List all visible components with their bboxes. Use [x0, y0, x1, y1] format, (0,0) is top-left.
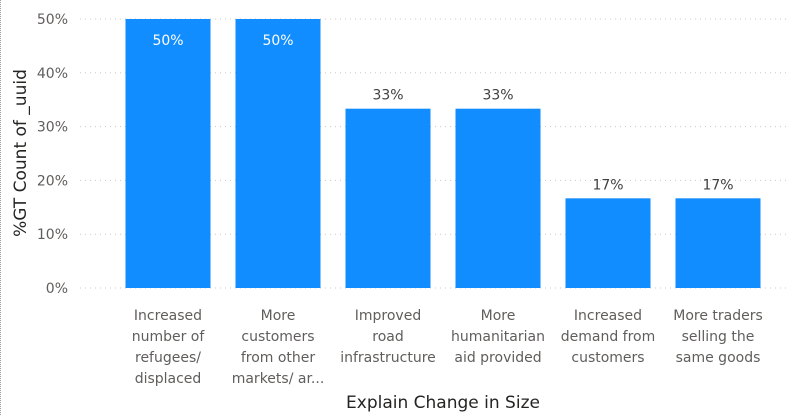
y-tick-label: 40% — [37, 66, 68, 82]
x-tick-label-line: More — [261, 308, 296, 324]
x-tick-label-line: Increased — [574, 308, 642, 324]
bar[interactable] — [345, 108, 431, 288]
x-tick-label: Improved road infrastructure — [340, 308, 436, 366]
y-axis-ticks: 0% 10% 20% 30% 40% 50% — [37, 12, 68, 297]
x-tick-label-line: markets/ ar... — [232, 371, 325, 387]
bar[interactable] — [125, 19, 211, 288]
bar[interactable] — [565, 198, 651, 288]
x-tick-label: Increased demand from customers — [561, 308, 656, 366]
x-tick-label-line: refugees/ — [135, 350, 201, 366]
x-tick-label-line: same goods — [676, 350, 761, 366]
data-labels: 50% 50% 33% 33% 17% 17% — [152, 33, 733, 193]
x-tick-label-line: infrastructure — [340, 350, 436, 366]
x-tick-label-line: Improved — [355, 308, 421, 324]
data-label: 50% — [152, 33, 183, 49]
x-tick-label: More customers from other markets/ ar... — [232, 308, 325, 387]
x-tick-label-line: Increased — [134, 308, 202, 324]
x-tick-label-line: displaced — [135, 371, 202, 387]
x-tick-label-line: selling the — [682, 329, 755, 345]
x-tick-label-line: More traders — [673, 308, 763, 324]
x-tick-label: More traders selling the same goods — [673, 308, 763, 366]
data-label: 33% — [482, 88, 513, 104]
x-tick-label-line: More — [481, 308, 516, 324]
x-axis-ticks: Increased number of refugees/displaced More… — [132, 308, 763, 387]
y-tick-label: 50% — [37, 12, 68, 28]
gridlines — [80, 18, 790, 289]
x-tick-label-line: humanitarian — [451, 329, 545, 345]
bar[interactable] — [235, 19, 321, 288]
x-axis-title: Explain Change in Size — [346, 393, 540, 413]
y-tick-label: 30% — [37, 120, 68, 136]
x-tick-label-line: number of — [132, 329, 206, 345]
data-label: 33% — [372, 88, 403, 104]
y-tick-label: 20% — [37, 173, 68, 189]
x-tick-label-line: customers — [241, 329, 314, 345]
bar[interactable] — [455, 108, 541, 288]
data-label: 17% — [702, 177, 733, 193]
x-tick-label-line: demand from — [561, 329, 656, 345]
x-tick-label-line: customers — [571, 350, 644, 366]
data-label: 17% — [592, 177, 623, 193]
y-axis-title: %GT Count of _uuid — [11, 69, 31, 237]
x-tick-label-line: aid provided — [454, 350, 541, 366]
data-label: 50% — [262, 33, 293, 49]
x-tick-label-line: from other — [241, 350, 316, 366]
x-tick-label: More humanitarian aid provided — [451, 308, 545, 366]
bars — [125, 19, 761, 288]
bar[interactable] — [675, 198, 761, 288]
panel-left-border — [0, 0, 1, 415]
x-tick-label: Increased number of refugees/displaced — [132, 308, 206, 387]
y-tick-label: 10% — [37, 227, 68, 243]
y-tick-label: 0% — [46, 281, 68, 297]
x-tick-label-line: road — [372, 329, 403, 345]
